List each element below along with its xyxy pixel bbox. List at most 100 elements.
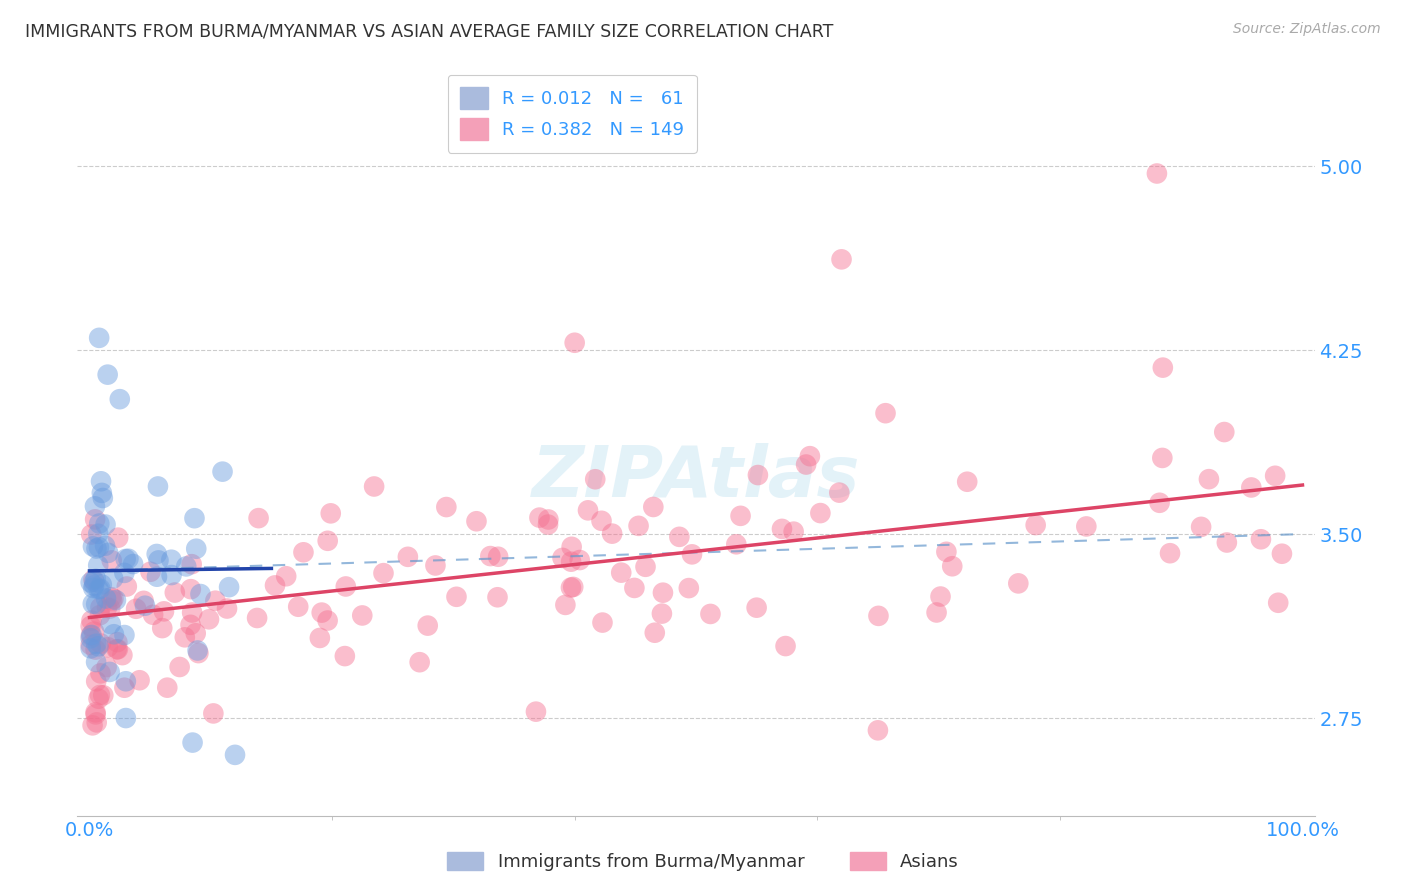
- Point: [568, 553, 591, 567]
- Point: [1025, 518, 1047, 533]
- Point: [537, 517, 560, 532]
- Point: [576, 503, 599, 517]
- Point: [117, 551, 139, 566]
- Point: [186, 541, 208, 556]
- Point: [100, 617, 122, 632]
- Point: [1152, 360, 1174, 375]
- Point: [82, 540, 104, 554]
- Point: [94, 591, 117, 606]
- Point: [94, 517, 117, 532]
- Point: [91, 491, 114, 505]
- Point: [82, 597, 104, 611]
- Point: [868, 608, 890, 623]
- Point: [875, 406, 897, 420]
- Point: [745, 600, 768, 615]
- Point: [112, 566, 135, 580]
- Point: [465, 514, 488, 528]
- Point: [562, 580, 585, 594]
- Point: [148, 553, 170, 567]
- Point: [107, 531, 129, 545]
- Point: [83, 578, 105, 592]
- Point: [103, 627, 125, 641]
- Point: [83, 624, 105, 639]
- Text: ZIPAtlas: ZIPAtlas: [531, 443, 860, 512]
- Point: [1198, 472, 1220, 486]
- Point: [82, 573, 104, 587]
- Point: [1146, 166, 1168, 180]
- Point: [114, 628, 136, 642]
- Point: [97, 640, 120, 655]
- Point: [308, 631, 330, 645]
- Point: [775, 639, 797, 653]
- Point: [537, 512, 560, 526]
- Point: [80, 614, 103, 628]
- Point: [416, 618, 439, 632]
- Point: [408, 655, 430, 669]
- Point: [644, 625, 666, 640]
- Point: [1271, 547, 1294, 561]
- Point: [111, 648, 134, 662]
- Point: [125, 601, 148, 615]
- Point: [104, 593, 127, 607]
- Text: Source: ZipAtlas.com: Source: ZipAtlas.com: [1233, 22, 1381, 37]
- Point: [1216, 535, 1239, 549]
- Point: [87, 526, 110, 541]
- Point: [925, 606, 948, 620]
- Point: [86, 541, 108, 556]
- Point: [319, 507, 342, 521]
- Point: [1240, 480, 1263, 494]
- Point: [153, 604, 176, 618]
- Point: [202, 706, 225, 721]
- Point: [373, 566, 395, 581]
- Point: [808, 506, 831, 520]
- Point: [142, 607, 165, 622]
- Point: [866, 723, 889, 738]
- Point: [146, 479, 169, 493]
- Point: [150, 621, 173, 635]
- Point: [84, 642, 107, 657]
- Point: [90, 475, 112, 489]
- Point: [725, 537, 748, 551]
- Point: [80, 527, 103, 541]
- Text: IMMIGRANTS FROM BURMA/MYANMAR VS ASIAN AVERAGE FAMILY SIZE CORRELATION CHART: IMMIGRANTS FROM BURMA/MYANMAR VS ASIAN A…: [25, 22, 834, 40]
- Point: [146, 570, 169, 584]
- Point: [84, 512, 107, 526]
- Point: [799, 449, 821, 463]
- Point: [561, 540, 583, 554]
- Point: [86, 715, 108, 730]
- Point: [363, 479, 385, 493]
- Point: [479, 549, 502, 563]
- Point: [352, 608, 374, 623]
- Point: [122, 557, 145, 571]
- Point: [156, 681, 179, 695]
- Point: [87, 691, 110, 706]
- Point: [79, 641, 101, 656]
- Point: [627, 519, 650, 533]
- Point: [699, 607, 721, 621]
- Point: [79, 619, 101, 633]
- Point: [96, 600, 118, 615]
- Point: [264, 578, 287, 592]
- Point: [82, 718, 104, 732]
- Point: [112, 681, 135, 695]
- Point: [100, 553, 122, 567]
- Point: [218, 580, 240, 594]
- Point: [105, 635, 128, 649]
- Point: [782, 524, 804, 539]
- Point: [316, 533, 339, 548]
- Point: [84, 500, 107, 514]
- Point: [929, 590, 952, 604]
- Point: [184, 626, 207, 640]
- Point: [181, 735, 204, 749]
- Point: [190, 587, 212, 601]
- Point: [794, 458, 817, 472]
- Point: [84, 707, 107, 722]
- Point: [1189, 520, 1212, 534]
- Point: [160, 552, 183, 566]
- Point: [89, 666, 111, 681]
- Point: [1007, 576, 1029, 591]
- Point: [114, 552, 136, 566]
- Point: [554, 598, 576, 612]
- Point: [84, 637, 107, 651]
- Point: [583, 472, 606, 486]
